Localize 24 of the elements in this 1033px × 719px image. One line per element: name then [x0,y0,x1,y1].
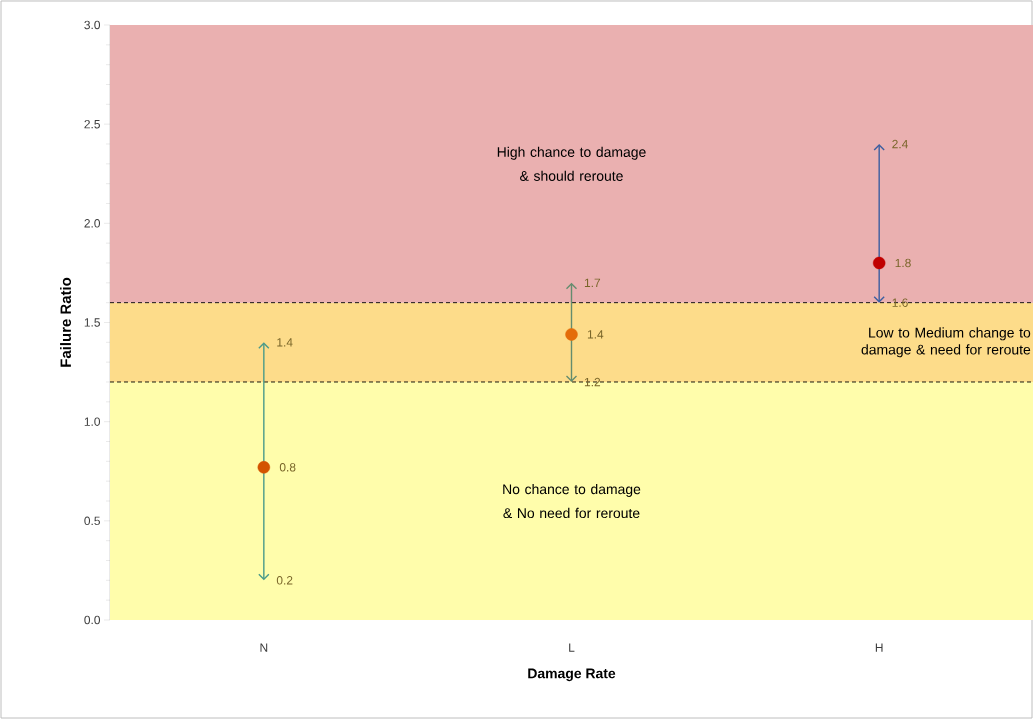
annotation: 1.7 [584,278,601,287]
data-label: 0.8 [279,463,296,472]
y-axis-title: Failure Ratio [60,277,72,367]
x-axis-title: Damage Rate [528,668,616,682]
y-tick-label: 1.5 [84,318,100,327]
y-tick-label: 0.5 [84,516,100,526]
annotation: 1.4 [277,338,293,347]
x-tick-label: H [875,643,883,652]
x-tick-label: L [569,643,575,652]
band-label: No chance to damage & No need for reroute [503,483,641,519]
annotation: 1.2 [584,377,601,387]
y-tick-label: 2.0 [84,219,101,228]
x-tick-label: N [260,643,268,652]
data-label: 1.4 [587,330,604,339]
y-tick-label: 3.0 [84,20,101,30]
annotation: 1.6 [892,298,908,307]
band-label: Low to Medium change to damage & need for reroute [861,327,1031,358]
data-label: 1.8 [895,258,911,268]
y-tick-label: 2.5 [84,119,100,129]
y-tick-label: 1.0 [84,417,101,426]
annotation: 2.4 [892,139,908,149]
band-label: High chance to damage & should reroute [497,146,646,181]
annotation: 0.2 [276,576,293,585]
y-tick-label: 0.0 [84,615,101,625]
